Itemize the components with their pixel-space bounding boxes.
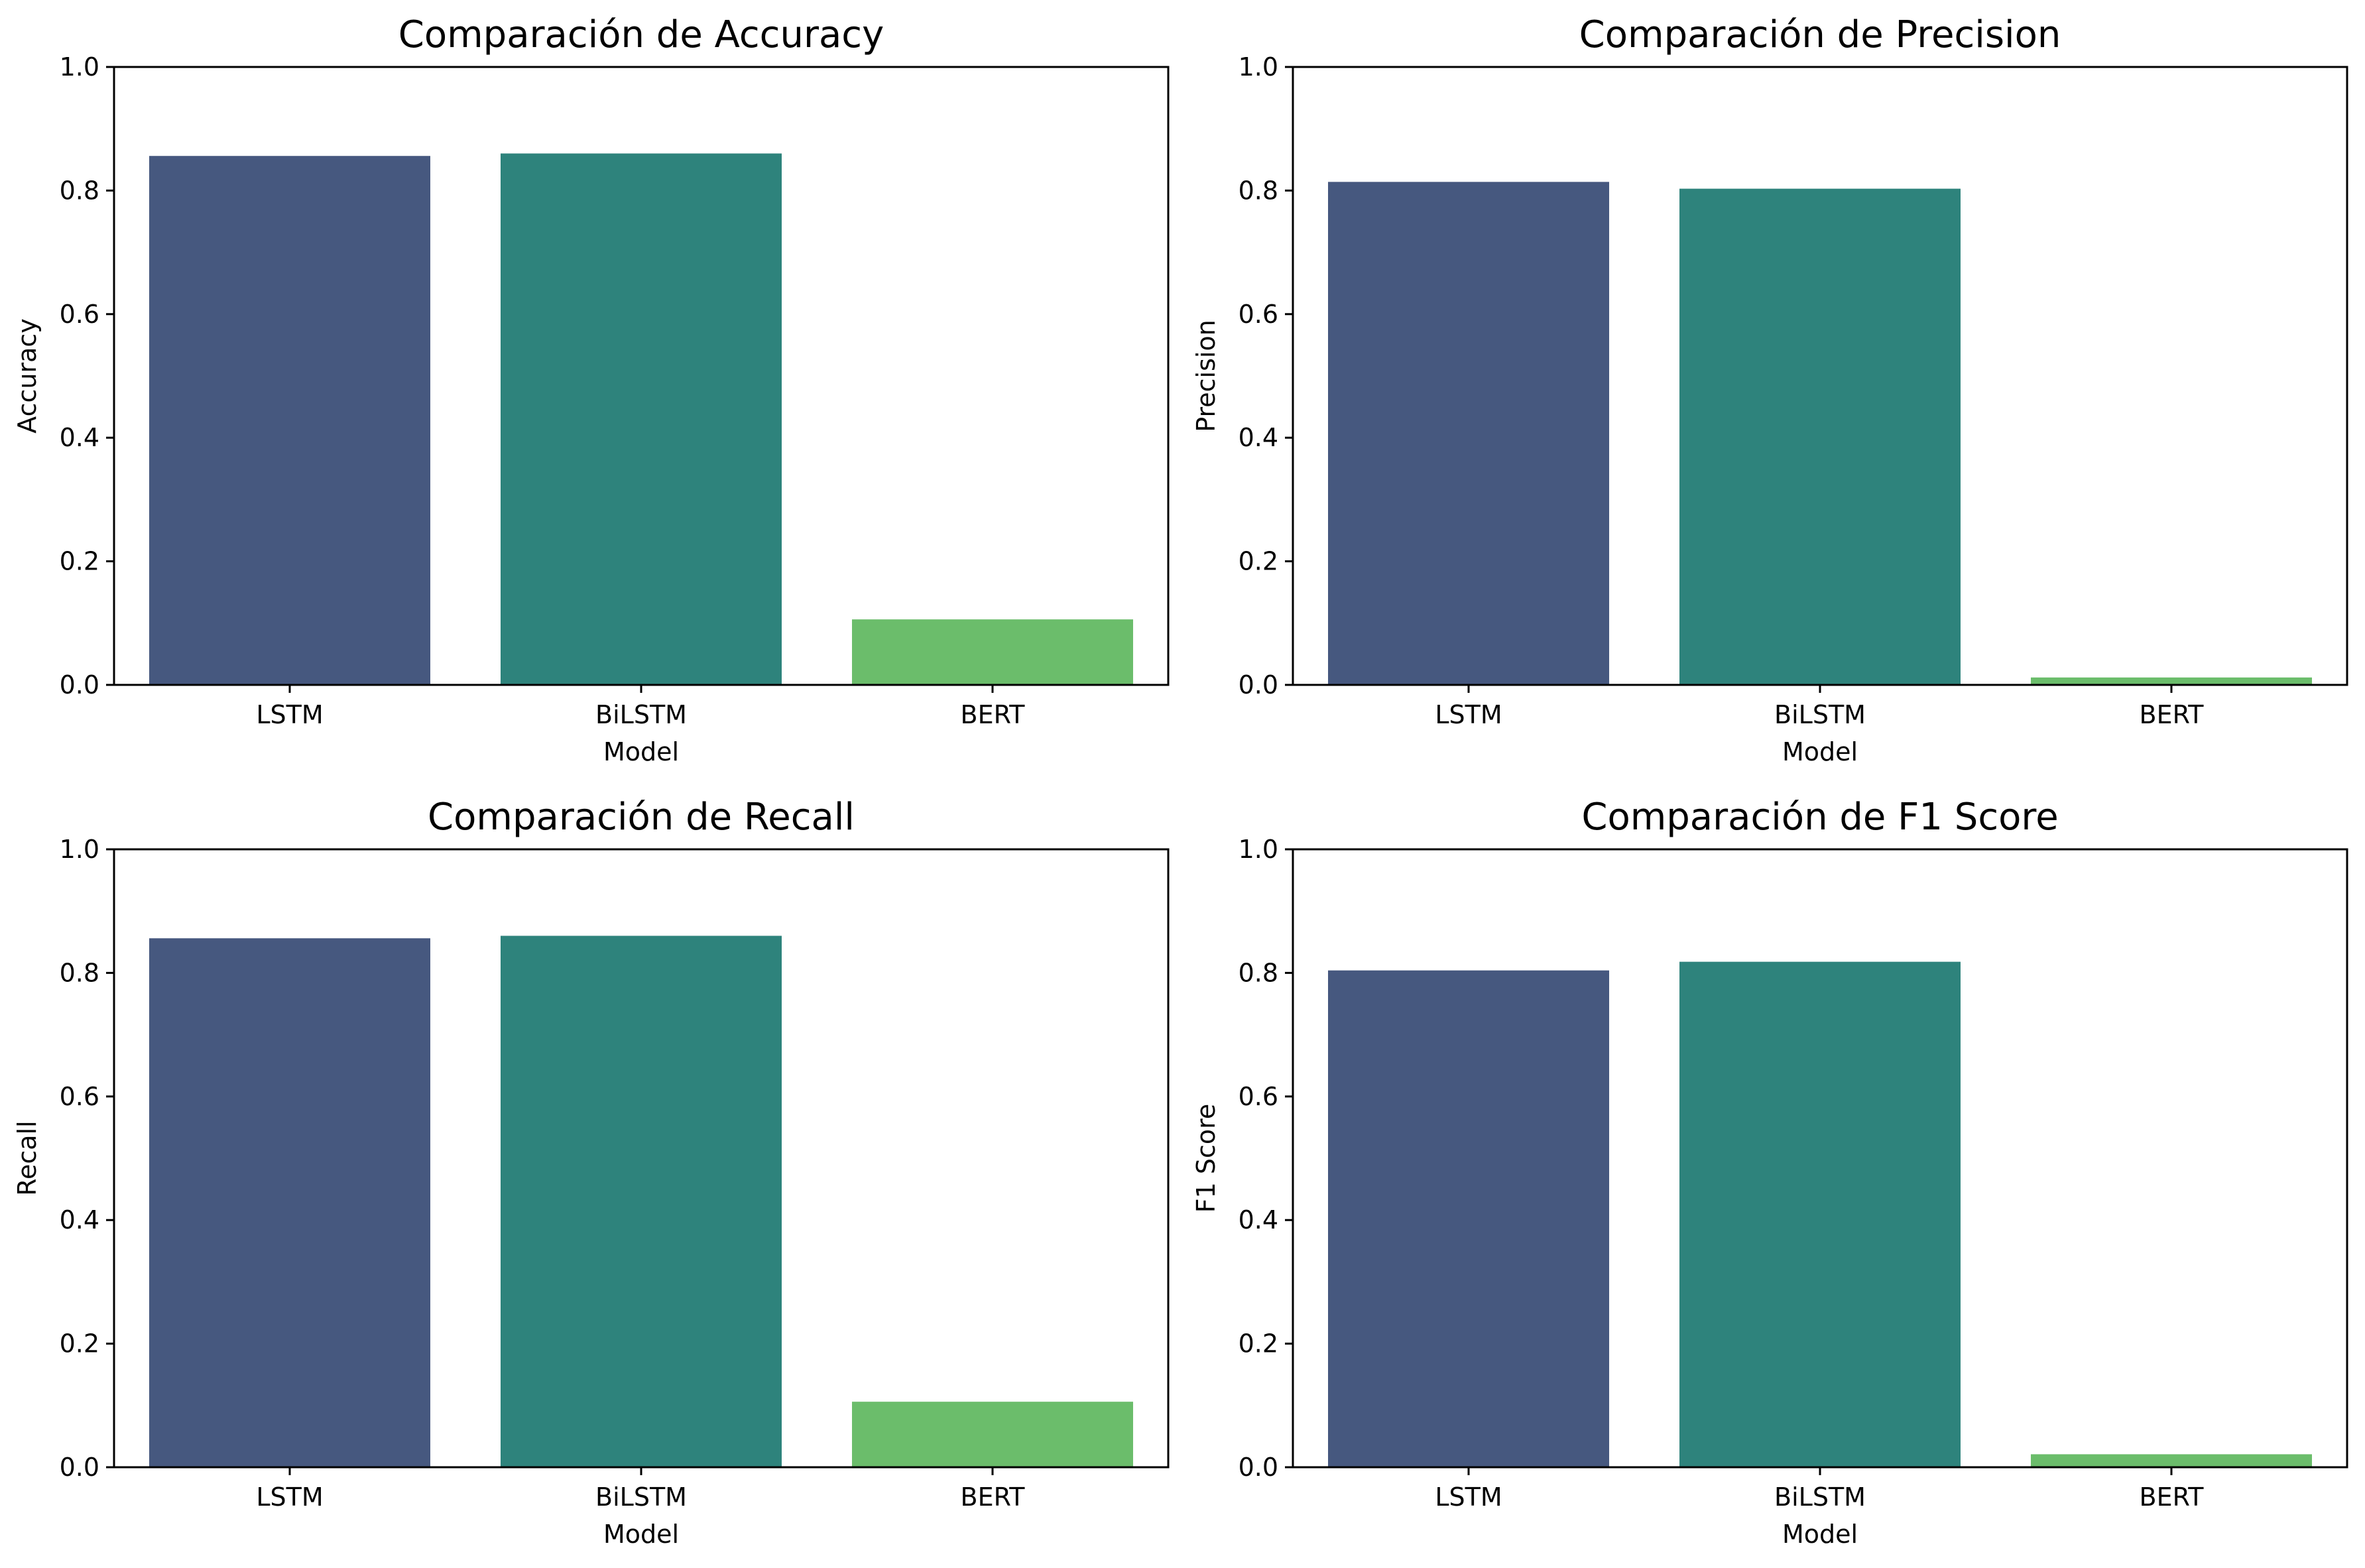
- chart-title: Comparación de Recall: [428, 796, 855, 839]
- chart-panel: 0.0 0.2 0.4 0.6 0.8 1.0 LSTM BiLSTM BERT Comparac…: [13, 796, 1170, 1549]
- chart-panel: 0.0 0.2 0.4 0.6 0.8 1.0 LSTM BiLSTM BERT Comparac…: [1191, 13, 2348, 766]
- chart-panel: 0.0 0.2 0.4 0.6 0.8 1.0 LSTM BiLSTM BERT Comparac…: [1191, 796, 2348, 1549]
- x-tick-label: BERT: [2140, 700, 2205, 729]
- bar: [1328, 970, 1609, 1467]
- bar: [2031, 1454, 2312, 1467]
- bar: [501, 935, 782, 1467]
- x-axis-label: Model: [1782, 737, 1858, 766]
- x-axis-label: Model: [603, 1520, 679, 1549]
- chart-title: Comparación de Precision: [1579, 13, 2061, 56]
- x-tick-label: LSTM: [256, 700, 323, 729]
- bar: [852, 619, 1133, 685]
- y-tick-label: 0.4: [60, 1205, 99, 1235]
- bar: [149, 156, 430, 685]
- x-axis-label: Model: [1782, 1520, 1858, 1549]
- bar: [1328, 182, 1609, 685]
- y-tick-label: 1.0: [1239, 835, 1278, 864]
- y-tick-label: 0.6: [1239, 1082, 1278, 1111]
- y-tick-label: 0.8: [60, 958, 99, 987]
- y-tick-label: 0.4: [1239, 1205, 1278, 1235]
- y-tick-label: 0.6: [60, 1082, 99, 1111]
- y-axis-label: F1 Score: [1191, 1104, 1221, 1213]
- chart-title: Comparación de Accuracy: [398, 13, 884, 56]
- bar: [1679, 961, 1961, 1467]
- y-tick-label: 0.2: [1239, 547, 1278, 576]
- y-tick-label: 0.0: [60, 670, 99, 699]
- x-tick-label: BiLSTM: [1774, 1482, 1866, 1512]
- y-tick-label: 0.2: [60, 1329, 99, 1358]
- x-tick-label: LSTM: [1435, 1482, 1502, 1512]
- bar: [149, 938, 430, 1467]
- y-tick-label: 0.8: [60, 176, 99, 205]
- bar: [501, 153, 782, 686]
- y-tick-label: 0.0: [1239, 1453, 1278, 1482]
- y-tick-label: 0.6: [1239, 300, 1278, 329]
- bar: [2031, 677, 2312, 685]
- x-tick-label: BiLSTM: [1774, 700, 1866, 729]
- y-tick-label: 0.8: [1239, 958, 1278, 987]
- y-axis-label: Precision: [1191, 320, 1221, 432]
- x-tick-label: BiLSTM: [595, 700, 687, 729]
- y-tick-label: 0.0: [60, 1453, 99, 1482]
- x-axis-label: Model: [603, 737, 679, 766]
- y-tick-label: 0.4: [60, 423, 99, 452]
- x-tick-label: LSTM: [1435, 700, 1502, 729]
- bar: [1679, 188, 1961, 685]
- x-tick-label: BERT: [961, 1482, 1026, 1512]
- x-tick-label: BERT: [2140, 1482, 2205, 1512]
- x-tick-label: BERT: [961, 700, 1026, 729]
- y-tick-label: 0.0: [1239, 670, 1278, 699]
- chart-title: Comparación de F1 Score: [1581, 796, 2058, 839]
- y-tick-label: 1.0: [1239, 52, 1278, 82]
- y-tick-label: 0.4: [1239, 423, 1278, 452]
- x-tick-label: LSTM: [256, 1482, 323, 1512]
- bar: [852, 1402, 1133, 1467]
- y-axis-label: Accuracy: [13, 318, 42, 434]
- y-tick-label: 0.2: [1239, 1329, 1278, 1358]
- x-tick-label: BiLSTM: [595, 1482, 687, 1512]
- y-axis-label: Recall: [13, 1120, 42, 1195]
- y-tick-label: 1.0: [60, 835, 99, 864]
- y-tick-label: 0.8: [1239, 176, 1278, 205]
- chart-panel: 0.0 0.2 0.4 0.6 0.8 1.0 LSTM BiLSTM BERT Comparac…: [13, 13, 1170, 766]
- y-tick-label: 1.0: [60, 52, 99, 82]
- y-tick-label: 0.6: [60, 300, 99, 329]
- y-tick-label: 0.2: [60, 547, 99, 576]
